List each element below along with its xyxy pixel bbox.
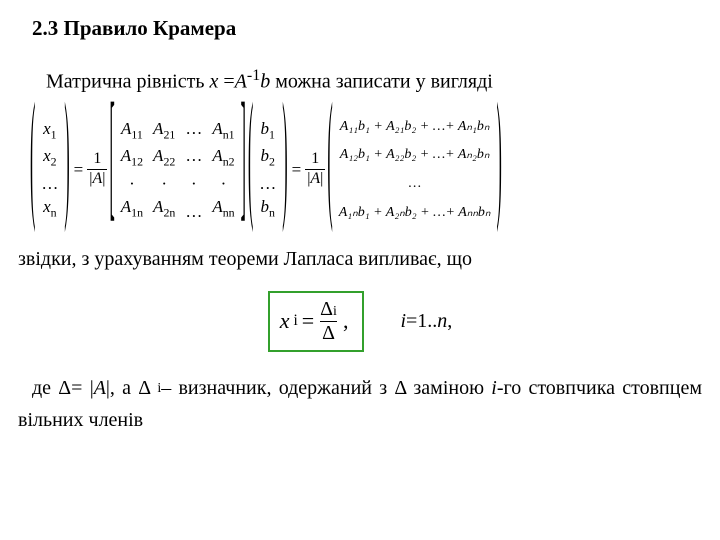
a21s: 21: [163, 127, 175, 141]
andot: ·: [221, 175, 227, 192]
section-heading: 2.3 Правило Крамера: [32, 16, 702, 41]
an1s: n1: [223, 127, 235, 141]
b2s: 2: [269, 155, 275, 169]
x1-sub: 1: [51, 127, 57, 141]
index-range: i=1..n,: [400, 310, 452, 333]
b-vector: b1 b2 … bn: [255, 114, 280, 226]
range-txt: =1..: [406, 310, 437, 332]
frac2-den: A: [310, 170, 320, 187]
bns: n: [269, 206, 275, 220]
x2: x: [43, 146, 51, 165]
x-vector: x1 x2 … xn: [37, 114, 62, 226]
tail-p1: де Δ= |: [32, 377, 94, 399]
a22: A: [153, 146, 163, 165]
x-dots: …: [41, 175, 58, 192]
cramer-formula-box: xi = Δi Δ ,: [268, 291, 365, 352]
anns: nn: [223, 206, 235, 220]
delta-fraction: Δi Δ: [318, 299, 339, 344]
res2: A₁₂b₁ + A₂₂b₂ + …+ Aₙ₂bₙ: [340, 148, 490, 162]
x1: x: [43, 119, 51, 138]
frac2-num: 1: [309, 151, 321, 169]
intro-text-prefix: Матрична рівність: [46, 71, 209, 93]
res3: …: [408, 177, 422, 191]
x2-sub: 2: [51, 155, 57, 169]
a12: A: [121, 146, 131, 165]
den-delta: Δ: [320, 321, 337, 344]
tail-paragraph: де Δ= |A|, а Δ i– визначник, одержаний з…: [18, 372, 702, 436]
intro-b: b: [260, 71, 270, 93]
frac-1-over-detA: 1 A: [87, 151, 107, 188]
equals-1: =: [72, 160, 86, 180]
bdots: …: [259, 175, 276, 192]
xn-sub: n: [51, 206, 57, 220]
num-i: i: [333, 304, 337, 319]
a1n: A: [121, 197, 131, 216]
a21: A: [153, 119, 163, 138]
d4: …: [185, 203, 202, 220]
xi-x: x: [280, 308, 290, 334]
an2: A: [212, 146, 222, 165]
xi-i: i: [293, 312, 297, 330]
a1dot: ·: [129, 175, 135, 192]
mat-col2: A21 A22 · A2n: [149, 114, 179, 226]
box-eq: =: [302, 308, 314, 334]
formula-row: xi = Δi Δ , i=1..n,: [18, 291, 702, 352]
a2dot: ·: [161, 175, 167, 192]
tail-p3: – визначник, одержаний з Δ заміною: [161, 377, 491, 399]
a11: A: [121, 119, 131, 138]
b1s: 1: [269, 127, 275, 141]
b1: b: [261, 119, 270, 138]
a12s: 12: [131, 155, 143, 169]
equals-2: =: [290, 160, 304, 180]
xn: x: [43, 197, 51, 216]
b2: b: [261, 146, 270, 165]
a2n: A: [153, 197, 163, 216]
frac1-den: A: [92, 170, 102, 187]
frac-1-over-detA-2: 1 A: [305, 151, 325, 188]
ann: A: [212, 197, 222, 216]
res4: A₁ₙb₁ + A₂ₙb₂ + …+ Aₙₙbₙ: [339, 206, 491, 220]
matrix-equation: ( x1 x2 … xn ) = 1 A [ A11 A12 · A1n A21…: [18, 114, 702, 226]
a22s: 22: [163, 155, 175, 169]
intro-paragraph: Матрична рівність x =A-1b можна записати…: [18, 65, 702, 96]
bn: b: [261, 197, 270, 216]
intro-eq: =: [218, 71, 234, 93]
mat-col3: … … · …: [181, 114, 206, 226]
a11s: 11: [131, 127, 142, 141]
d2: …: [185, 147, 202, 164]
d3: ·: [191, 175, 197, 192]
result-vector: A₁₁b₁ + A₂₁b₂ + …+ Aₙ₁bₙ A₁₂b₁ + A₂₂b₂ +…: [335, 114, 495, 226]
an2s: n2: [223, 155, 235, 169]
frac1-num: 1: [91, 151, 103, 169]
intro-sup: -1: [247, 67, 260, 84]
intro-text-suffix: можна записати у вигляді: [270, 71, 493, 93]
range-comma: ,: [447, 310, 452, 332]
an1: A: [212, 119, 222, 138]
d1: …: [185, 120, 202, 137]
mat-col4: An1 An2 · Ann: [208, 114, 238, 226]
range-n: n: [437, 310, 447, 332]
page: 2.3 Правило Крамера Матрична рівність x …: [0, 0, 720, 452]
box-comma: ,: [343, 308, 349, 334]
a1ns: 1n: [131, 206, 143, 220]
a2ns: 2n: [163, 206, 175, 220]
tail-A: A: [94, 377, 106, 399]
mat-col1: A11 A12 · A1n: [117, 114, 147, 226]
mid-paragraph: звідки, з урахуванням теореми Лапласа ви…: [18, 246, 702, 273]
res1: A₁₁b₁ + A₂₁b₂ + …+ Aₙ₁bₙ: [340, 120, 490, 134]
num-delta: Δ: [320, 298, 333, 320]
tail-p2: |, а Δ: [106, 377, 157, 399]
